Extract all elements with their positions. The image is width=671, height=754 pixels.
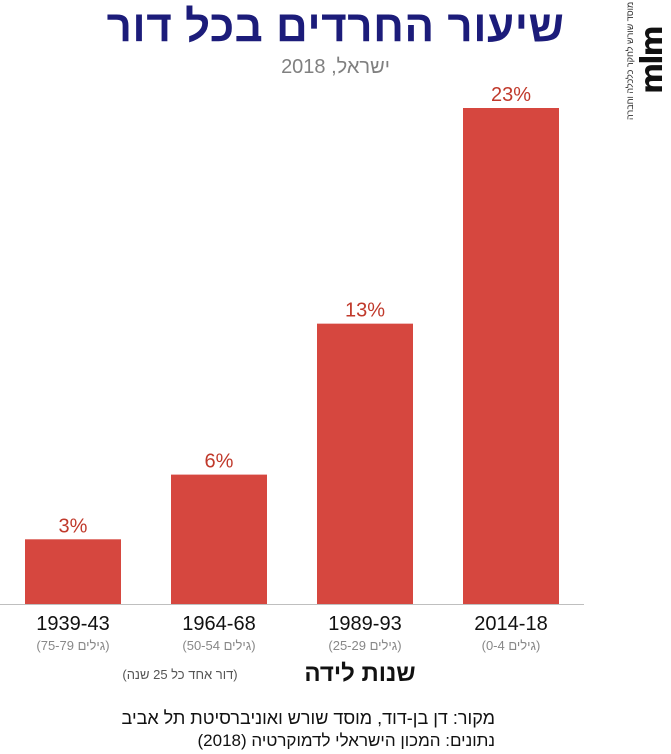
- bar: [463, 108, 559, 604]
- bar: [25, 539, 121, 604]
- x-tick-sublabel: (גילים 0-4): [482, 638, 541, 653]
- bar-value-label: 6%: [205, 451, 234, 473]
- chart-subtitle: ישראל, 2018: [281, 56, 390, 78]
- x-tick-label: 1939-43: [36, 613, 109, 635]
- bar-value-label: 13%: [345, 300, 385, 322]
- x-tick-sublabel: (גילים 75-79): [36, 638, 109, 653]
- chart-title: שיעור החרדים בכל דור: [106, 2, 565, 51]
- x-tick-label: 1964-68: [182, 613, 255, 635]
- x-tick-sublabel: (גילים 25-29): [328, 638, 401, 653]
- bar-value-label: 23%: [491, 84, 531, 106]
- bar-value-label: 3%: [59, 515, 88, 537]
- x-tick-sublabel: (גילים 50-54): [182, 638, 255, 653]
- x-axis-note: (דור אחד כל 25 שנה): [122, 667, 238, 682]
- bar: [317, 323, 413, 604]
- bar-chart: 3% 1939-43 (גילים 75-79) 6% 1964-68 (גילים 50…: [0, 84, 584, 653]
- x-tick-label: 1989-93: [328, 613, 401, 635]
- x-axis-title: שנות לידה: [304, 660, 416, 687]
- bar: [171, 474, 267, 604]
- data-source-line: נתונים: המכון הישראלי לדמוקרטיה (2018): [197, 731, 496, 750]
- source-line: מקור: דן בן-דוד, מוסד שורש ואוניברסיטת ת…: [121, 708, 495, 728]
- x-tick-label: 2014-18: [474, 613, 547, 635]
